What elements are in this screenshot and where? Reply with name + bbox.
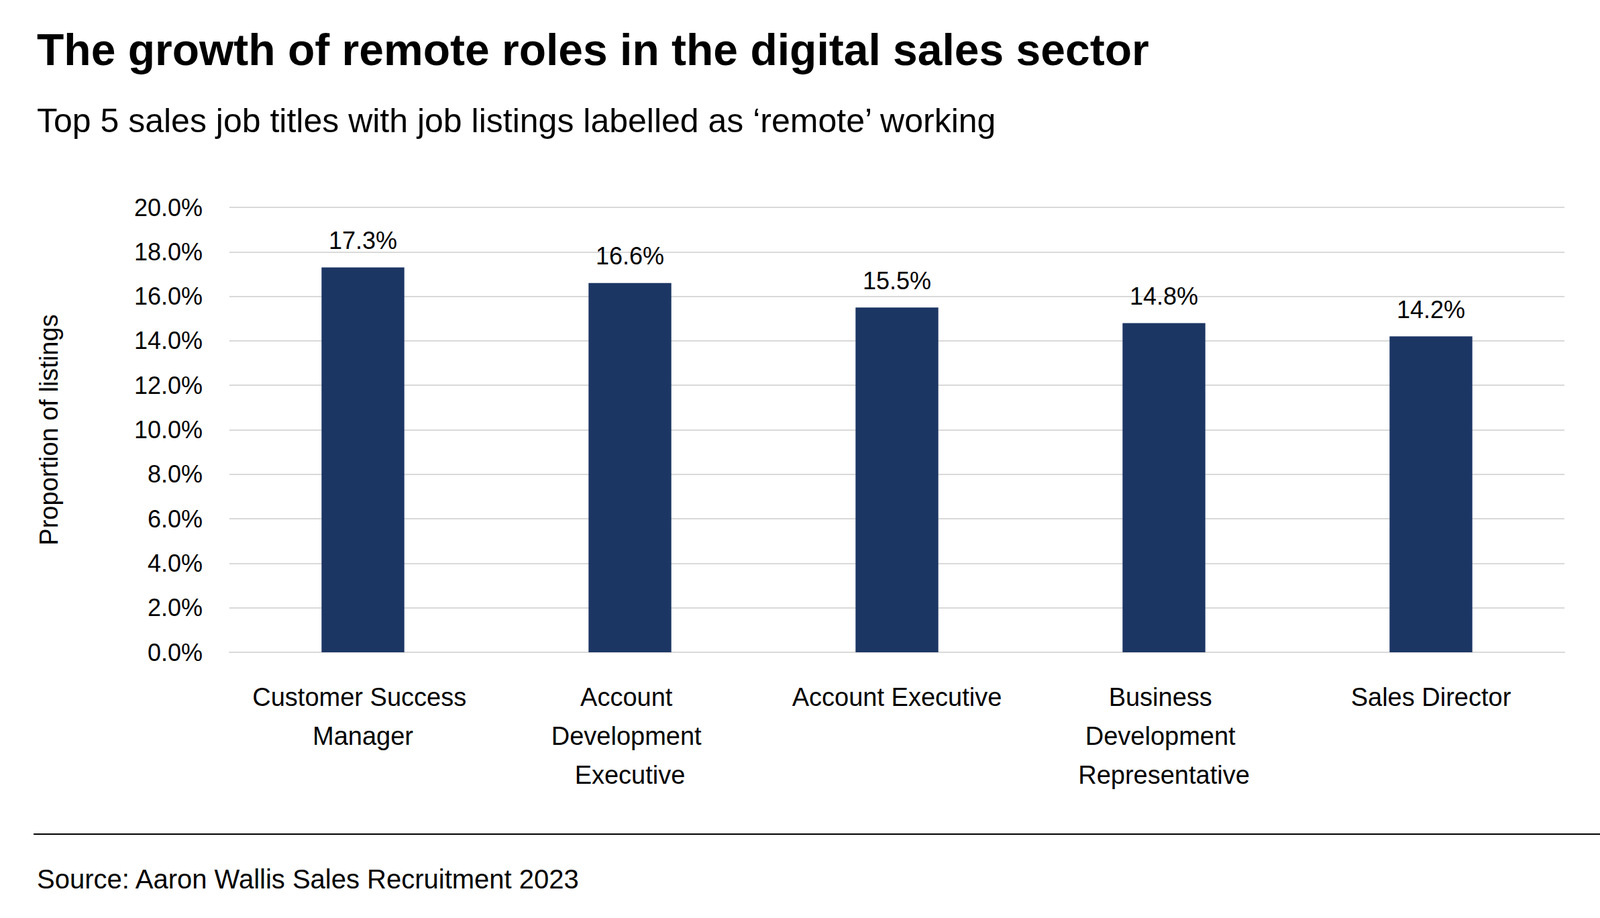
svg-text:Development: Development xyxy=(1085,721,1243,751)
svg-text:Representative: Representative xyxy=(1078,760,1250,789)
svg-text:18.0%: 18.0% xyxy=(134,238,203,266)
svg-text:Manager: Manager xyxy=(312,721,414,751)
svg-text:Account Executive: Account Executive xyxy=(792,682,1003,712)
svg-text:Proportion of listings: Proportion of listings xyxy=(34,313,64,545)
svg-text:Business: Business xyxy=(1108,682,1220,712)
svg-text:15.5%: 15.5% xyxy=(862,267,932,295)
svg-text:14.0%: 14.0% xyxy=(134,326,203,355)
svg-text:16.6%: 16.6% xyxy=(595,242,665,270)
svg-text:12.0%: 12.0% xyxy=(134,371,203,400)
svg-text:Source: Aaron Wallis Sales Rec: Source: Aaron Wallis Sales Recruitment 2… xyxy=(36,864,579,894)
svg-text:20.0%: 20.0% xyxy=(134,193,203,222)
svg-text:14.8%: 14.8% xyxy=(1129,282,1199,310)
svg-text:Development: Development xyxy=(551,721,709,751)
svg-text:6.0%: 6.0% xyxy=(147,505,203,533)
svg-text:0.0%: 0.0% xyxy=(147,638,203,667)
svg-text:2.0%: 2.0% xyxy=(147,593,203,622)
svg-text:Customer Success: Customer Success xyxy=(252,682,473,712)
svg-text:Sales Director: Sales Director xyxy=(1351,682,1512,712)
svg-text:The growth of remote roles in: The growth of remote roles in the digita… xyxy=(36,24,1150,75)
svg-text:8.0%: 8.0% xyxy=(147,460,203,488)
svg-text:16.0%: 16.0% xyxy=(134,282,203,310)
svg-text:Account: Account xyxy=(580,682,680,712)
svg-text:Top 5 sales job titles with jo: Top 5 sales job titles with job listings… xyxy=(36,101,996,140)
svg-text:10.0%: 10.0% xyxy=(134,415,203,444)
svg-text:17.3%: 17.3% xyxy=(328,226,398,255)
svg-text:14.2%: 14.2% xyxy=(1396,295,1466,324)
svg-text:4.0%: 4.0% xyxy=(147,549,203,577)
svg-text:Executive: Executive xyxy=(574,760,686,789)
